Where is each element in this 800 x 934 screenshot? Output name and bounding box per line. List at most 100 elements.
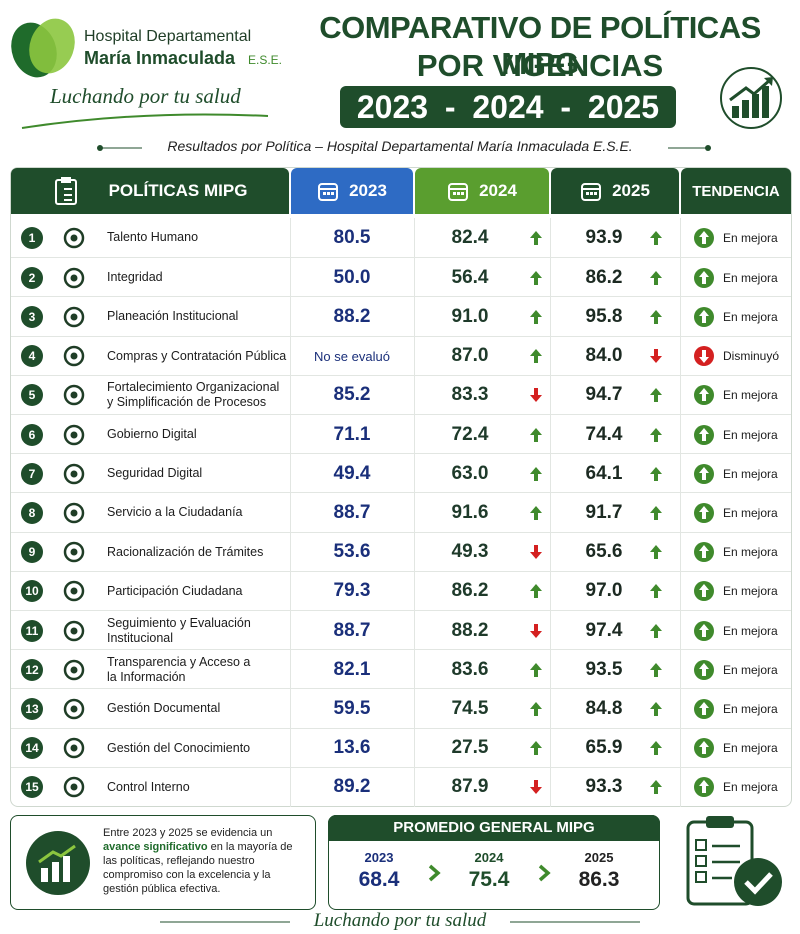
- tendency-label: En mejora: [723, 505, 778, 520]
- policy-icon: [63, 777, 85, 798]
- swoosh: [21, 113, 269, 129]
- table-row: 15 Control Interno 89.2 87.9 93.3 En mejora: [11, 766, 791, 807]
- policy-name: Control Interno: [107, 768, 291, 807]
- column-header-text: 2023: [349, 181, 387, 200]
- value-2023: 82.1: [333, 658, 371, 680]
- value-2023: 71.1: [333, 423, 371, 445]
- column-divider: [680, 336, 681, 376]
- value-2025: 65.9: [585, 737, 623, 759]
- tendency-label: En mejora: [723, 701, 778, 716]
- column-divider: [680, 493, 681, 533]
- policy-name-line: la Información: [107, 669, 186, 684]
- column-divider: [680, 650, 681, 690]
- tendency-label: En mejora: [723, 662, 778, 677]
- tendency-icon: [694, 385, 714, 406]
- table-row: 1 Talento Humano 80.5 82.4 93.9 En mejora: [11, 218, 791, 258]
- tendency-icon: [694, 777, 714, 798]
- trend-arrow: [650, 623, 662, 638]
- column-divider: [414, 258, 415, 298]
- row-number: 14: [21, 737, 43, 760]
- average-year: 2023: [364, 850, 394, 865]
- policy-name-line: Control Interno: [107, 779, 190, 794]
- title: COMPARATIVO DE POLÍTICAS MIPG: [319, 10, 761, 81]
- value-2023: 80.5: [333, 226, 371, 248]
- tendency-icon: [694, 267, 714, 288]
- table-row: 5 Fortalecimiento Organizacional y Simplif…: [11, 374, 791, 415]
- column-divider: [550, 493, 551, 533]
- value-2024: 49.3: [451, 541, 489, 563]
- org-name: Hospital Departamental: [84, 28, 252, 45]
- column-divider: [414, 493, 415, 533]
- trend-arrow: [650, 741, 662, 756]
- trend-arrow: [650, 662, 662, 677]
- policy-icon: [63, 463, 85, 485]
- trend-arrow: [650, 701, 662, 716]
- table-row: 4 Compras y Contratación Pública No se eva…: [11, 335, 791, 376]
- column-divider: [290, 454, 291, 494]
- policy-icon: [63, 502, 85, 524]
- column-divider: [550, 258, 551, 298]
- column-header-text: TENDENCIA: [692, 182, 780, 200]
- row-number: 9: [21, 541, 43, 564]
- years: 2023 - 2024 - 2025: [340, 86, 676, 128]
- policy-name-line: Compras y Contratación Pública: [107, 348, 287, 363]
- value-2024: 88.2: [451, 619, 489, 641]
- column-divider: [550, 218, 551, 258]
- row-number: 4: [21, 345, 43, 368]
- value-2025: 86.2: [585, 266, 623, 288]
- row-number: 8: [21, 501, 43, 524]
- average-title: PROMEDIO GENERAL MIPG: [328, 815, 660, 841]
- column-divider: [290, 650, 291, 690]
- trend-arrow: [650, 388, 662, 403]
- value-2023: 85.2: [333, 384, 371, 406]
- column-divider: [290, 493, 291, 533]
- value-2024: 63.0: [451, 462, 489, 484]
- column-divider: [680, 375, 681, 415]
- policy-name: Compras y Contratación Pública: [107, 337, 291, 376]
- policy-name-line: Talento Humano: [107, 230, 199, 245]
- column-divider: [290, 297, 291, 337]
- value-2025: 97.0: [585, 580, 623, 602]
- trend-arrow: [650, 349, 662, 364]
- policy-name-line: Participación Ciudadana: [107, 583, 243, 598]
- column-header: POLÍTICAS MIPG: [11, 168, 289, 214]
- column-divider: [414, 297, 415, 337]
- value-2024: 87.9: [451, 776, 489, 798]
- column-header-text: POLÍTICAS MIPG: [108, 181, 248, 200]
- value-2023: 59.5: [333, 697, 371, 719]
- trend-arrow: [530, 230, 542, 245]
- value-2023: 88.7: [333, 619, 371, 641]
- value-2024: 74.5: [451, 697, 489, 719]
- column-divider: [680, 728, 681, 768]
- policy-name-line: Seguimiento y Evaluación: [107, 615, 251, 630]
- column-divider: [414, 454, 415, 494]
- column-divider: [414, 415, 415, 455]
- tendency-icon: [694, 502, 714, 523]
- column-divider: [550, 650, 551, 690]
- row-number: 12: [21, 658, 43, 681]
- trend-arrow: [530, 623, 542, 638]
- column-divider: [550, 611, 551, 651]
- table: POLÍTICAS MIPG 2023 2024 2025 TENDENCIA 1 Tale…: [10, 167, 792, 807]
- trend-arrow: [530, 701, 542, 716]
- tendency-icon: [694, 306, 714, 327]
- tendency-label: En mejora: [723, 741, 778, 756]
- policy-name: Talento Humano: [107, 218, 291, 257]
- tendency-label: En mejora: [723, 427, 778, 442]
- chart-icon: [720, 67, 782, 129]
- row-number: 15: [21, 776, 43, 799]
- average-year: 2024: [474, 850, 504, 865]
- trend-arrow: [650, 427, 662, 442]
- policy-icon: [63, 267, 85, 289]
- tendency-label: En mejora: [723, 309, 778, 324]
- value-2023: 13.6: [333, 737, 371, 759]
- policy-name-line: Gobierno Digital: [107, 427, 197, 442]
- column-divider: [290, 415, 291, 455]
- column-divider: [550, 728, 551, 768]
- column-divider: [414, 689, 415, 729]
- value-2025: 64.1: [585, 462, 623, 484]
- column-divider: [414, 532, 415, 572]
- column-divider: [680, 218, 681, 258]
- table-row: 11 Seguimiento y Evaluación Institucional 8…: [11, 610, 791, 651]
- value-2025: 74.4: [585, 423, 623, 445]
